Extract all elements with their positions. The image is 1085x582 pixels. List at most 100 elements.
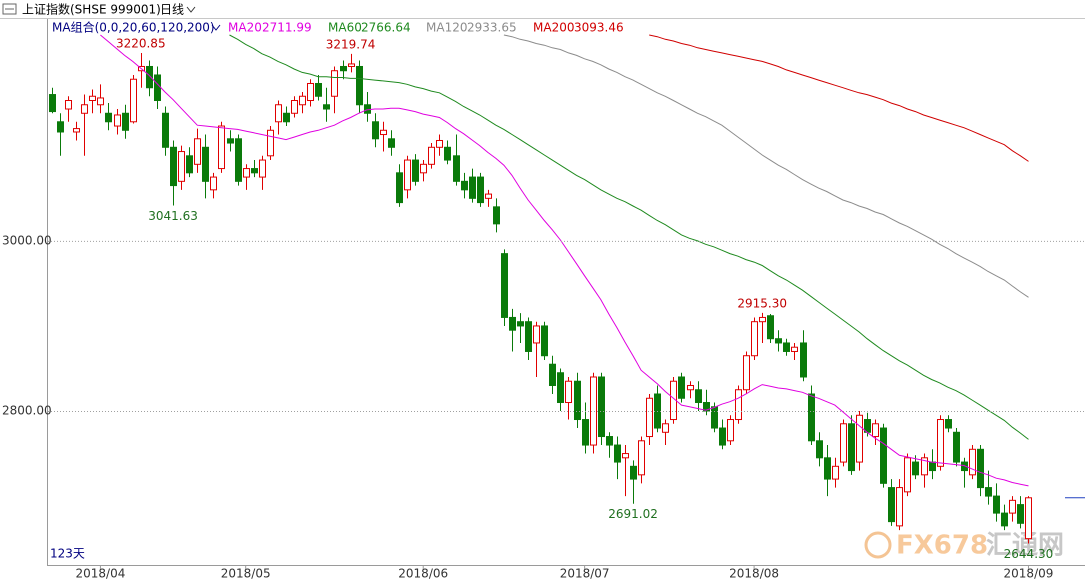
- candle-body: [235, 138, 242, 182]
- candle-body: [985, 487, 992, 497]
- candle-body: [880, 427, 887, 484]
- watermark-brand: FX678: [896, 531, 988, 561]
- candle-body: [331, 70, 338, 97]
- candle-body: [146, 65, 153, 89]
- candle-body: [848, 423, 855, 472]
- candle-body: [162, 112, 169, 148]
- ma-line: [100, 34, 1029, 487]
- x-tick-label: 2018/09: [1004, 567, 1054, 581]
- candle-body: [557, 372, 564, 404]
- period-selector[interactable]: 日线: [160, 3, 184, 17]
- legend-name[interactable]: MA120: [426, 21, 467, 35]
- x-tick-label: 2018/04: [75, 567, 125, 581]
- high-annotation: 3220.85: [116, 36, 166, 50]
- candle-body: [606, 436, 613, 446]
- candle-body: [888, 487, 895, 523]
- candle-body: [921, 457, 928, 476]
- candle-body: [896, 487, 903, 527]
- candle-body: [428, 146, 435, 165]
- day-count: 123天: [50, 547, 85, 561]
- candle-body: [436, 139, 443, 148]
- candle-body: [590, 376, 597, 446]
- candle-body: [259, 159, 266, 178]
- candle-body: [735, 389, 742, 421]
- candle-body: [210, 176, 217, 191]
- candle-body: [218, 125, 225, 170]
- candle-body: [912, 461, 919, 476]
- candle-body: [186, 155, 193, 174]
- candle-body: [453, 155, 460, 182]
- legend-name[interactable]: MA20: [228, 21, 262, 35]
- candle-body: [598, 376, 605, 438]
- candle-body: [808, 393, 815, 442]
- candle-body: [1001, 512, 1008, 527]
- y-tick-label: 3000.00: [2, 233, 52, 247]
- candle-body: [816, 440, 823, 459]
- candle-body: [122, 112, 129, 131]
- candle-body: [678, 376, 685, 399]
- candle-body: [533, 325, 540, 344]
- candle-body: [517, 321, 524, 327]
- candle-body: [993, 495, 1000, 514]
- candle-body: [1025, 497, 1032, 540]
- ma-line: [649, 34, 1029, 162]
- candle-body: [703, 402, 710, 412]
- candle-body: [364, 104, 371, 114]
- legend-name[interactable]: MA200: [533, 21, 574, 35]
- candle-body: [727, 419, 734, 442]
- candle-body: [759, 316, 766, 323]
- candle-body: [662, 423, 669, 433]
- candle-body: [953, 431, 960, 463]
- candle-body: [178, 151, 185, 182]
- legend-value: 3093.46: [574, 21, 624, 35]
- candle-body: [299, 95, 306, 106]
- high-annotation: 3219.74: [326, 37, 376, 51]
- candle-body: [461, 180, 468, 191]
- ma-line: [503, 34, 1029, 298]
- candle-body: [646, 397, 653, 438]
- period-dropdown-icon[interactable]: [186, 6, 196, 13]
- x-tick-label: 2018/05: [221, 567, 271, 581]
- candle-body: [832, 465, 839, 480]
- legend-value: 2933.65: [467, 21, 517, 35]
- candle-body: [630, 465, 637, 480]
- candle-body: [444, 146, 451, 161]
- legend-name[interactable]: MA60: [328, 21, 362, 35]
- candle-body: [969, 448, 976, 476]
- candle-body: [945, 419, 952, 429]
- candle-body: [687, 384, 694, 391]
- candle-body: [791, 346, 798, 352]
- ma-group-label[interactable]: MA组合(0,0,20,60,120,200): [52, 20, 215, 35]
- candle-body: [202, 146, 209, 182]
- candle-body: [130, 78, 137, 123]
- candle-body: [194, 138, 201, 165]
- y-tick-label: 2800.00: [2, 404, 52, 418]
- candle-body: [267, 129, 274, 157]
- candle-body: [541, 325, 548, 357]
- candle-body: [65, 100, 72, 110]
- ma-dropdown-icon[interactable]: [211, 24, 221, 31]
- candle-body: [929, 461, 936, 472]
- candle-body: [380, 129, 387, 136]
- candle-body: [89, 95, 96, 102]
- candle-body: [751, 321, 758, 357]
- candle-body: [477, 176, 484, 204]
- candle-body: [105, 112, 112, 123]
- candle-body: [388, 138, 395, 148]
- candle-body: [348, 63, 355, 67]
- toolbar-icon[interactable]: [2, 3, 17, 15]
- candle-body: [872, 423, 879, 438]
- symbol-title: 上证指数(SHSE 999001): [22, 2, 161, 17]
- candle-body: [114, 114, 121, 127]
- ma-line: [229, 34, 1029, 440]
- candle-body: [565, 380, 572, 404]
- candle-body: [719, 427, 726, 446]
- candle-body: [315, 82, 322, 97]
- candle-body: [485, 193, 492, 199]
- candle-body: [420, 163, 427, 174]
- candle-body: [81, 104, 88, 114]
- candle-body: [622, 453, 629, 459]
- candle-body: [251, 168, 258, 174]
